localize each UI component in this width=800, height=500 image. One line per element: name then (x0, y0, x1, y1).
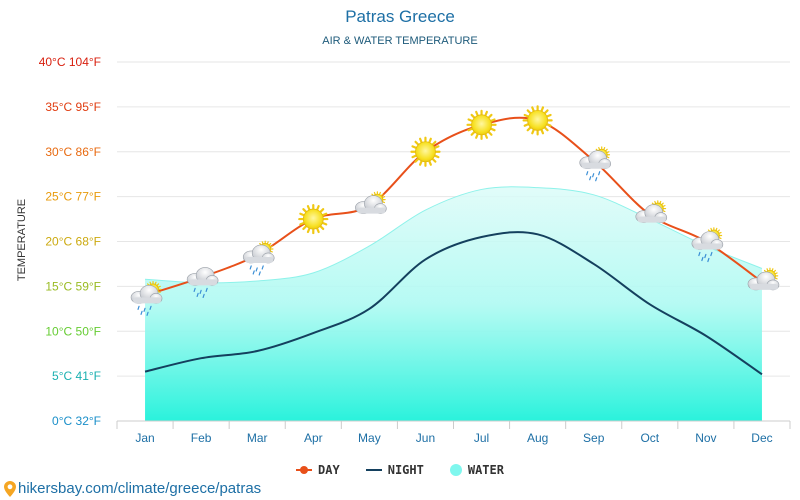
cloud-rain-icon (186, 267, 219, 298)
series-area-water (145, 186, 762, 421)
x-tick-label: Aug (527, 431, 548, 445)
chart-subtitle: AIR & WATER TEMPERATURE (322, 35, 478, 47)
x-tick-label: Apr (304, 431, 323, 445)
cloud-sun-rain-icon (242, 240, 275, 276)
y-tick-label: 30°C 86°F (45, 145, 101, 159)
x-tick-label: Nov (695, 431, 716, 445)
y-axis-label: TEMPERATURE (16, 199, 28, 281)
sun-icon (298, 203, 329, 235)
cloud-sun-rain-icon (579, 146, 612, 182)
series-line-night (144, 231, 763, 376)
legend-swatch-night (365, 469, 382, 471)
source-text: hikersbay.com/climate/greece/patras (18, 480, 262, 497)
legend-item-night[interactable]: NIGHT (365, 463, 424, 477)
y-tick-label: 10°C 50°F (45, 324, 101, 338)
x-tick-label: Mar (247, 431, 268, 445)
x-tick-label: Oct (640, 431, 659, 445)
y-tick-label: 35°C 95°F (45, 100, 101, 114)
cloud-sun-icon (355, 191, 387, 214)
y-tick-label: 15°C 59°F (45, 279, 101, 293)
cloud-sun-icon (747, 267, 780, 291)
x-tick-label: Jul (474, 431, 489, 445)
legend: DAY NIGHT WATER (0, 463, 800, 477)
x-tick-label: Sep (583, 431, 605, 445)
y-tick-label: 20°C 68°F (45, 235, 101, 249)
sun-icon (410, 136, 441, 167)
legend-swatch-water (449, 464, 462, 476)
y-tick-label: 5°C 41°F (52, 369, 101, 383)
x-tick-label: Jun (416, 431, 435, 445)
y-tick-label: 40°C 104°F (39, 55, 101, 69)
x-tick-label: Feb (191, 431, 212, 445)
sun-icon (522, 105, 553, 136)
legend-label-water: WATER (467, 463, 504, 477)
y-tick-label: 25°C 77°F (45, 190, 101, 204)
chart-plot: 0°C 32°F 5°C 41°F 10°C 50°F 15°C 59°F 20°C 6… (16, 55, 791, 445)
y-tick-label: 0°C 32°F (52, 414, 101, 428)
x-tick-label: Jan (135, 431, 154, 445)
cloud-sun-icon (635, 200, 668, 223)
legend-label-night: NIGHT (387, 463, 424, 477)
sun-icon (466, 109, 497, 140)
x-tick-label: May (358, 431, 381, 445)
x-tick-label: Dec (751, 431, 772, 445)
source-link[interactable]: hikersbay.com/climate/greece/patras (4, 480, 261, 497)
chart-title: Patras Greece (345, 7, 455, 26)
legend-item-water[interactable]: WATER (449, 463, 504, 477)
legend-swatch-day (296, 466, 313, 474)
cloud-sun-rain-icon (130, 281, 163, 316)
cloud-sun-rain-icon (691, 227, 724, 263)
map-pin-icon (4, 480, 16, 497)
legend-label-day: DAY (318, 463, 340, 477)
legend-item-day[interactable]: DAY (296, 463, 340, 477)
